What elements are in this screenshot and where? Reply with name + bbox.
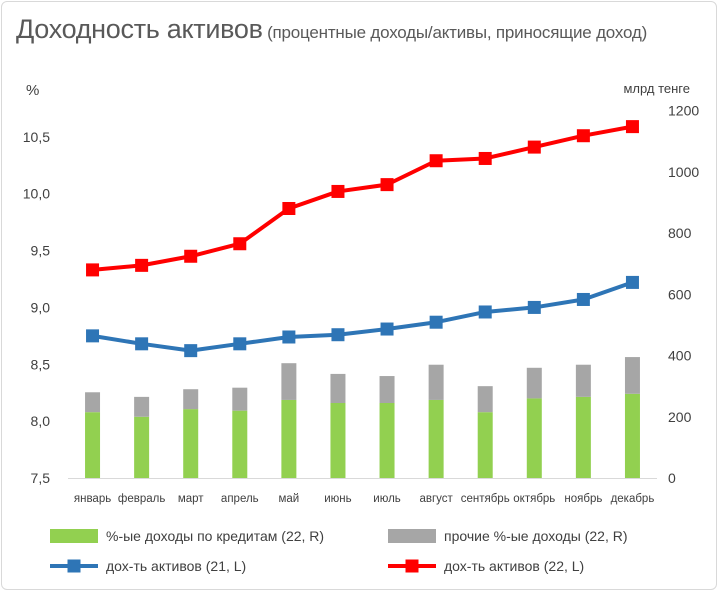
line-marker-3-4 bbox=[282, 201, 296, 215]
line-marker-2-1 bbox=[135, 337, 149, 351]
line-marker-2-6 bbox=[380, 322, 394, 336]
right-axis-label: млрд тенге bbox=[623, 81, 690, 96]
right-tick-label: 400 bbox=[668, 348, 692, 364]
x-tick-label: ноябрь bbox=[564, 493, 602, 505]
x-tick-label: июнь bbox=[324, 493, 351, 505]
x-tick-label: декабрь bbox=[611, 493, 655, 505]
x-tick-label: май bbox=[279, 493, 300, 505]
bar-loans-0 bbox=[85, 412, 101, 478]
left-tick-label: 7,5 bbox=[31, 470, 51, 486]
legend-label-0: %-ые доходы по кредитам (22, R) bbox=[106, 528, 324, 544]
legend-label-2: дох-ть активов (21, L) bbox=[106, 558, 246, 574]
line-marker-2-7 bbox=[429, 315, 443, 329]
line-marker-3-7 bbox=[429, 154, 443, 168]
bar-loans-3 bbox=[232, 410, 248, 478]
chart-title-main: Доходность активов bbox=[16, 14, 263, 44]
line-marker-3-6 bbox=[380, 178, 394, 192]
line-marker-2-5 bbox=[331, 328, 345, 342]
line-marker-3-5 bbox=[331, 184, 345, 198]
line-marker-3-11 bbox=[625, 120, 639, 134]
x-tick-label: июль bbox=[373, 493, 401, 505]
line-marker-3-3 bbox=[233, 237, 247, 251]
left-tick-label: 9,5 bbox=[31, 243, 51, 259]
bar-loans-7 bbox=[428, 399, 444, 478]
left-tick-label: 8,5 bbox=[31, 356, 51, 372]
bar-loans-9 bbox=[526, 398, 542, 478]
line-marker-3-8 bbox=[478, 151, 492, 165]
legend-label-1: прочие %-ые доходы (22, R) bbox=[444, 528, 628, 544]
x-tick-label: март bbox=[178, 493, 204, 505]
legend-swatch-1 bbox=[388, 529, 436, 543]
line-marker-2-8 bbox=[478, 305, 492, 319]
bar-other-9 bbox=[526, 367, 542, 399]
right-tick-label: 800 bbox=[668, 225, 692, 241]
bar-other-6 bbox=[379, 376, 395, 403]
x-axis-labels: январь февраль март апрель май июнь июль август… bbox=[74, 493, 654, 505]
bar-other-1 bbox=[134, 396, 150, 417]
chart-title: Доходность активов (процентные доходы/ак… bbox=[16, 14, 647, 45]
right-axis-ticks: 0 200 400 600 800 1000 1200 bbox=[668, 103, 699, 486]
bar-other-11 bbox=[624, 357, 640, 394]
left-tick-label: 10,5 bbox=[23, 129, 50, 145]
left-tick-label: 8,0 bbox=[31, 413, 51, 429]
bar-other-3 bbox=[232, 387, 248, 411]
bar-loans-8 bbox=[477, 412, 493, 478]
line-marker-2-10 bbox=[576, 292, 590, 306]
bar-loans-1 bbox=[134, 416, 150, 478]
right-tick-label: 600 bbox=[668, 286, 692, 302]
x-tick-label: август bbox=[419, 493, 453, 505]
bar-other-10 bbox=[575, 364, 591, 397]
line-marker-3-9 bbox=[527, 140, 541, 154]
legend: %-ые доходы по кредитам (22, R) прочие %-… bbox=[50, 528, 628, 574]
bar-other-8 bbox=[477, 386, 493, 413]
line-series-3 bbox=[92, 124, 633, 272]
left-tick-label: 9,0 bbox=[31, 299, 51, 315]
x-tick-label: февраль bbox=[118, 493, 165, 505]
bar-other-7 bbox=[428, 364, 444, 400]
left-axis-label: % bbox=[26, 82, 39, 99]
bar-other-0 bbox=[85, 392, 101, 413]
bar-loans-4 bbox=[281, 399, 297, 478]
x-tick-label: октябрь bbox=[513, 493, 555, 505]
x-tick-label: сентябрь bbox=[461, 493, 510, 505]
right-tick-label: 0 bbox=[668, 470, 676, 486]
bar-other-2 bbox=[183, 389, 199, 410]
bar-other-5 bbox=[330, 373, 346, 403]
lines-layer bbox=[86, 120, 639, 358]
line-marker-3-10 bbox=[576, 129, 590, 143]
legend-marker-3 bbox=[405, 559, 419, 573]
right-tick-label: 1000 bbox=[668, 164, 699, 180]
line-marker-2-3 bbox=[233, 337, 247, 351]
bar-loans-11 bbox=[624, 393, 640, 478]
right-tick-label: 200 bbox=[668, 409, 692, 425]
line-marker-2-9 bbox=[527, 300, 541, 314]
line-marker-2-0 bbox=[86, 329, 100, 343]
line-marker-2-2 bbox=[184, 344, 198, 358]
line-marker-3-0 bbox=[86, 263, 100, 277]
bar-loans-6 bbox=[379, 402, 395, 478]
line-marker-2-11 bbox=[625, 275, 639, 289]
legend-label-3: дох-ть активов (22, L) bbox=[444, 558, 584, 574]
bar-loans-10 bbox=[575, 396, 591, 478]
x-tick-label: апрель bbox=[221, 493, 259, 505]
legend-marker-2 bbox=[67, 559, 81, 573]
line-series-2 bbox=[92, 280, 634, 353]
bars-layer bbox=[85, 357, 640, 478]
left-axis-ticks: 7,5 8,0 8,5 9,0 9,5 10,0 10,5 bbox=[23, 129, 50, 486]
line-marker-3-1 bbox=[135, 258, 149, 272]
right-tick-label: 1200 bbox=[668, 103, 699, 119]
line-marker-2-4 bbox=[282, 330, 296, 344]
line-marker-3-2 bbox=[184, 249, 198, 263]
bar-loans-2 bbox=[183, 409, 199, 478]
bar-other-4 bbox=[281, 363, 297, 400]
chart-subtitle: (процентные доходы/активы, приносящие до… bbox=[267, 23, 648, 42]
legend-swatch-0 bbox=[50, 529, 98, 543]
left-tick-label: 10,0 bbox=[23, 186, 50, 202]
bar-loans-5 bbox=[330, 402, 346, 478]
x-tick-label: январь bbox=[74, 493, 111, 505]
